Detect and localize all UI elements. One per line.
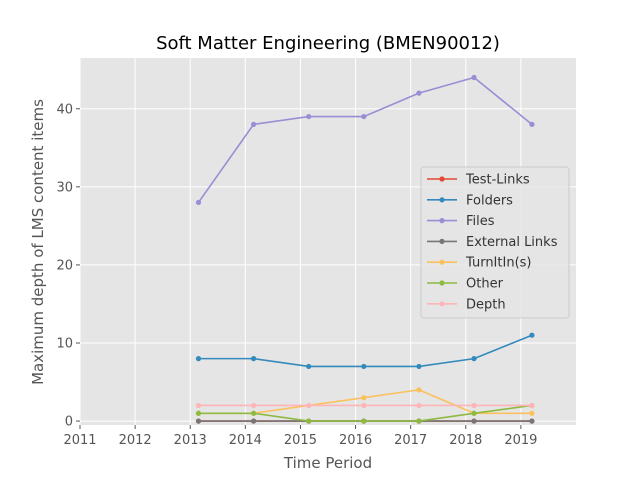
x-tick-label: 2018 <box>449 433 482 448</box>
x-tick-label: 2017 <box>394 433 427 448</box>
y-tick-label: 0 <box>65 415 73 430</box>
legend-item-folders: Folders <box>427 193 513 208</box>
data-point-other <box>416 418 422 424</box>
series-depth <box>195 402 535 409</box>
data-point-external-links <box>471 418 477 424</box>
series-layer <box>195 74 535 424</box>
axes-layer: 2011 2012 2013 2014 2015 2016 2017 2018 2019 0 10 2… <box>56 102 537 448</box>
y-axis-label: Maximum depth of LMS content items <box>29 99 47 385</box>
x-tick-label: 2019 <box>504 433 537 448</box>
legend-label-turnitin-s: TurnItIn(s) <box>465 256 531 271</box>
legend-marker-turnitin-s <box>439 259 445 265</box>
data-point-files <box>251 121 257 127</box>
data-point-turnitin-s <box>416 387 422 393</box>
legend-label-other: Other <box>466 277 504 292</box>
legend-label-files: Files <box>466 214 495 229</box>
legend-marker-folders <box>439 197 445 203</box>
data-point-other <box>306 418 312 424</box>
data-point-other <box>471 410 477 416</box>
legend-marker-other <box>439 280 445 286</box>
y-tick-label: 30 <box>56 180 73 195</box>
data-point-external-links <box>251 418 257 424</box>
x-axis-label: Time Period <box>283 454 372 472</box>
data-point-depth <box>195 402 202 409</box>
legend-item-external-links: External Links <box>427 235 558 250</box>
legend-item-other: Other <box>427 277 504 292</box>
legend-label-external-links: External Links <box>466 235 558 250</box>
legend-item-files: Files <box>427 214 495 229</box>
x-tick-label: 2011 <box>63 433 96 448</box>
data-point-files <box>306 113 312 120</box>
x-tick-label: 2014 <box>229 433 262 448</box>
legend-item-turnitin-s: TurnItIn(s) <box>427 256 531 271</box>
legend-label-depth: Depth <box>466 297 506 312</box>
legend-marker-depth <box>439 301 445 307</box>
data-point-files <box>361 113 367 120</box>
data-point-other <box>361 418 367 424</box>
data-point-folders <box>306 363 312 370</box>
y-tick-label: 20 <box>56 258 73 273</box>
data-point-files <box>471 74 477 81</box>
data-point-external-links <box>195 418 202 424</box>
data-point-turnitin-s <box>529 410 535 416</box>
data-point-depth <box>416 402 422 409</box>
data-point-depth <box>529 402 535 409</box>
data-point-folders <box>529 332 535 338</box>
x-tick-label: 2015 <box>284 433 317 448</box>
legend-marker-external-links <box>439 238 445 244</box>
legend-item-test-links: Test-Links <box>427 173 530 188</box>
data-point-other <box>251 410 257 416</box>
data-point-folders <box>471 356 477 362</box>
data-point-depth <box>471 402 477 409</box>
data-point-files <box>416 90 422 96</box>
x-tick-label: 2012 <box>119 433 152 448</box>
series-files <box>195 74 535 206</box>
legend-frame <box>420 166 570 319</box>
y-tick-label: 10 <box>56 337 73 352</box>
data-point-turnitin-s <box>361 395 367 401</box>
data-point-other <box>195 410 202 416</box>
legend-label-folders: Folders <box>466 193 513 208</box>
legend-label-test-links: Test-Links <box>465 173 530 188</box>
data-point-folders <box>195 356 202 362</box>
data-point-files <box>529 121 535 127</box>
legend-marker-test-links <box>439 176 445 182</box>
data-point-folders <box>361 363 367 370</box>
data-point-depth <box>306 402 312 409</box>
chart-title: Soft Matter Engineering (BMEN90012) <box>156 33 500 54</box>
data-point-folders <box>416 363 422 370</box>
data-point-external-links <box>529 418 535 424</box>
legend: Test-Links Folders Files External Links Turn… <box>420 166 570 319</box>
legend-marker-files <box>439 218 445 224</box>
x-tick-label: 2013 <box>174 433 207 448</box>
series-folders <box>195 332 535 370</box>
data-point-depth <box>251 402 257 409</box>
x-tick-label: 2016 <box>339 433 372 448</box>
legend-item-depth: Depth <box>427 297 506 312</box>
data-point-folders <box>251 356 257 362</box>
data-point-files <box>195 199 202 206</box>
y-tick-label: 40 <box>56 102 73 117</box>
data-point-depth <box>361 402 367 409</box>
